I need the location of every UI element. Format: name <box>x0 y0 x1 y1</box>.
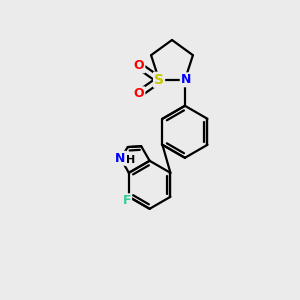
Text: O: O <box>134 59 144 72</box>
Text: F: F <box>123 194 131 207</box>
Text: N: N <box>115 152 126 165</box>
Text: N: N <box>181 73 191 86</box>
Text: H: H <box>126 155 135 165</box>
Text: O: O <box>134 87 144 100</box>
Text: S: S <box>154 73 164 87</box>
